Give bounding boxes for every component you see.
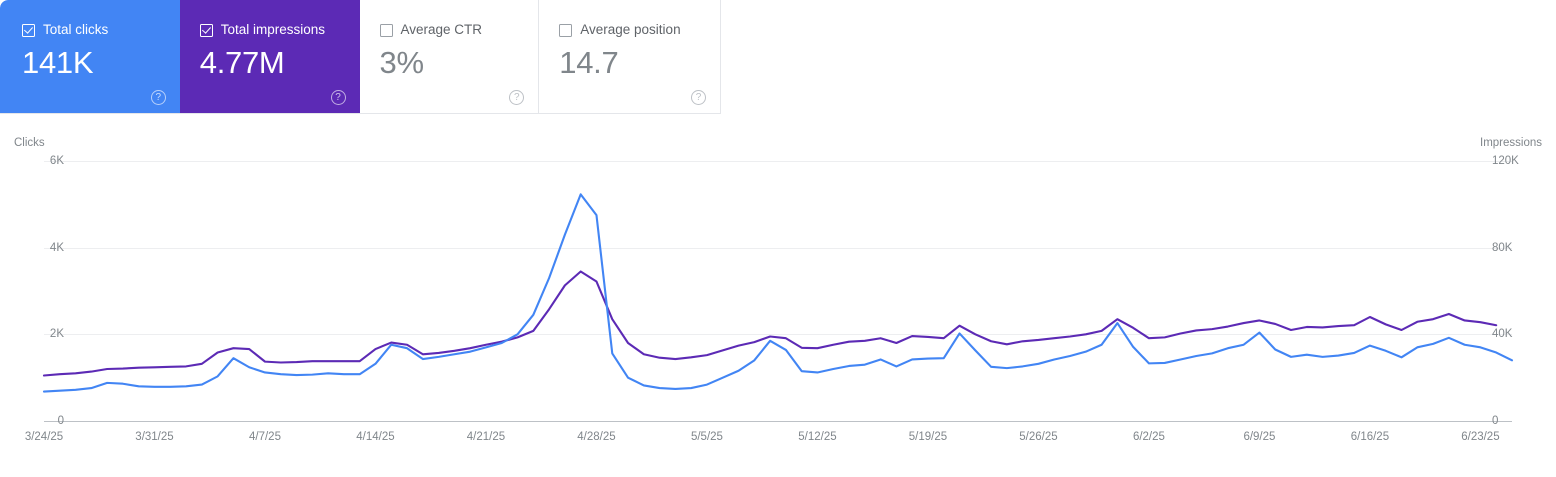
metric-card-total-impressions[interactable]: Total impressions 4.77M ? — [179, 0, 360, 113]
help-icon[interactable]: ? — [509, 90, 525, 105]
left-axis-title: Clicks — [14, 137, 45, 149]
y-axis-tick-right: 0 — [1492, 415, 1499, 427]
x-axis-tick: 4/21/25 — [466, 431, 506, 443]
gridline — [44, 421, 1512, 422]
series-line-impressions — [42, 270, 1498, 377]
y-axis-tick-left: 0 — [57, 415, 64, 427]
x-axis-tick: 5/19/25 — [908, 431, 948, 443]
gridline — [44, 334, 1512, 336]
checkbox-checked-icon[interactable] — [22, 23, 35, 37]
metric-header: Total impressions — [199, 22, 360, 38]
x-axis-tick: 4/7/25 — [248, 431, 281, 443]
x-axis-tick: 3/31/25 — [135, 431, 174, 443]
metric-value: 4.77M — [199, 45, 285, 80]
checkbox-unchecked-icon[interactable] — [379, 23, 393, 37]
metric-header: Average CTR — [379, 22, 539, 38]
metric-card-total-clicks[interactable]: Total clicks 141K ? — [0, 0, 180, 113]
metric-label: Total clicks — [43, 22, 109, 37]
metric-card-average-position[interactable]: Average position 14.7 ? — [539, 0, 720, 113]
help-icon[interactable]: ? — [330, 90, 346, 105]
metric-header: Average position — [559, 22, 720, 38]
metric-value: 14.7 — [559, 45, 619, 80]
y-axis-tick-right: 80K — [1492, 241, 1513, 254]
x-axis-tick: 6/2/25 — [1132, 431, 1165, 443]
x-axis-tick: 5/12/25 — [798, 431, 837, 443]
metric-label: Average CTR — [400, 22, 483, 37]
x-axis-tick: 5/5/25 — [690, 431, 723, 443]
y-axis-tick-left: 2K — [49, 328, 64, 341]
x-axis-tick: 6/23/25 — [1461, 431, 1500, 443]
metric-label: Average position — [580, 22, 681, 37]
checkbox-unchecked-icon[interactable] — [559, 23, 573, 37]
metric-label: Total impressions — [220, 22, 326, 37]
help-icon[interactable]: ? — [150, 90, 166, 105]
x-axis-tick: 4/14/25 — [356, 431, 395, 443]
x-axis-tick: 6/9/25 — [1243, 431, 1276, 443]
y-axis-tick-left: 6K — [49, 155, 64, 167]
metric-value: 141K — [22, 45, 94, 80]
series-line-clicks — [42, 193, 1514, 393]
metric-value: 3% — [379, 45, 425, 80]
metric-card-average-ctr[interactable]: Average CTR 3% ? — [359, 0, 540, 113]
checkbox-checked-icon[interactable] — [199, 23, 213, 37]
x-axis-tick: 5/26/25 — [1019, 431, 1058, 443]
gridline — [44, 161, 1512, 162]
y-axis-tick-right: 40K — [1492, 328, 1513, 341]
metric-card-strip: Total clicks 141K ? Total impressions 4.… — [0, 0, 721, 114]
help-icon[interactable]: ? — [691, 90, 706, 105]
x-axis-tick: 6/16/25 — [1350, 431, 1390, 443]
chart-plot-lines — [42, 193, 1514, 393]
performance-chart[interactable]: Clicks Impressions 0 2K 4K 6K 0 40K 80K 120K 3/… — [0, 114, 1556, 477]
y-axis-tick-right: 120K — [1492, 155, 1519, 167]
x-axis-tick: 3/24/25 — [24, 431, 64, 443]
metric-header: Total clicks — [22, 22, 180, 38]
x-axis-tick: 4/28/25 — [577, 431, 616, 443]
y-axis-tick-left: 4K — [49, 241, 64, 254]
gridline — [44, 247, 1512, 249]
right-axis-title: Impressions — [1480, 137, 1542, 149]
